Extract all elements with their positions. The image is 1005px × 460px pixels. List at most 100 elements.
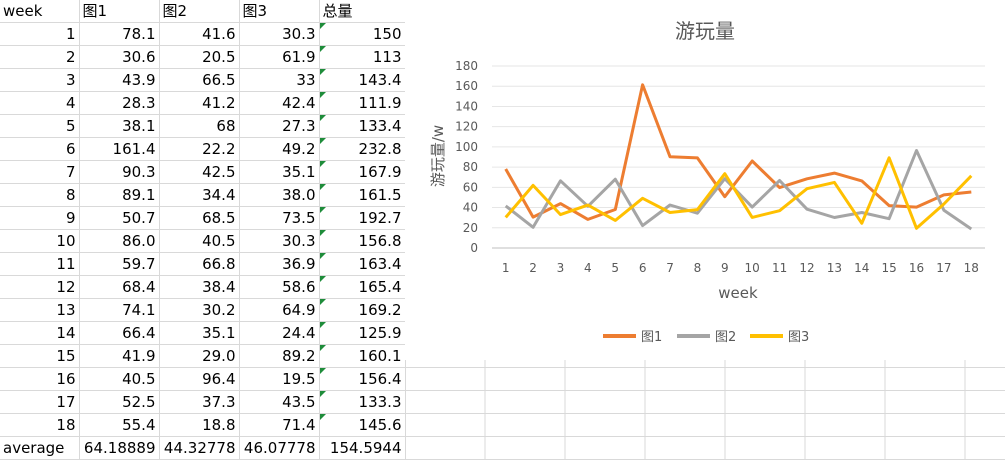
series2-cell[interactable]: 68 [159, 114, 240, 138]
series2-cell[interactable]: 30.2 [159, 298, 240, 322]
series1-header[interactable]: 图1 [79, 0, 160, 23]
series3-cell[interactable]: 49.2 [239, 137, 320, 161]
series3-cell[interactable]: 36.9 [239, 252, 320, 276]
week-cell[interactable]: 10 [0, 229, 80, 253]
total-cell[interactable]: 232.8 [319, 137, 406, 161]
series2-cell[interactable]: 96.4 [159, 367, 240, 391]
series2-cell[interactable]: 29.0 [159, 344, 240, 368]
series1-cell[interactable]: 89.1 [79, 183, 160, 207]
series1-cell[interactable]: 66.4 [79, 321, 160, 345]
series3-cell[interactable]: 33 [239, 68, 320, 92]
week-cell[interactable]: 14 [0, 321, 80, 345]
week-cell[interactable]: 4 [0, 91, 80, 115]
week-cell[interactable]: 9 [0, 206, 80, 230]
total-header[interactable]: 总量 [319, 0, 406, 23]
series1-average[interactable]: 64.18889 [79, 436, 160, 460]
average-label[interactable]: average [0, 436, 80, 460]
week-cell[interactable]: 11 [0, 252, 80, 276]
total-cell[interactable]: 113 [319, 45, 406, 69]
series1-cell[interactable]: 74.1 [79, 298, 160, 322]
series1-cell[interactable]: 43.9 [79, 68, 160, 92]
week-cell[interactable]: 5 [0, 114, 80, 138]
series3-cell[interactable]: 64.9 [239, 298, 320, 322]
series3-cell[interactable]: 19.5 [239, 367, 320, 391]
week-cell[interactable]: 18 [0, 413, 80, 437]
week-cell[interactable]: 16 [0, 367, 80, 391]
week-cell[interactable]: 13 [0, 298, 80, 322]
series3-header[interactable]: 图3 [239, 0, 320, 23]
series3-cell[interactable]: 24.4 [239, 321, 320, 345]
week-header[interactable]: week [0, 0, 80, 23]
total-cell[interactable]: 169.2 [319, 298, 406, 322]
series1-cell[interactable]: 52.5 [79, 390, 160, 414]
series2-average[interactable]: 44.32778 [159, 436, 240, 460]
series2-cell[interactable]: 37.3 [159, 390, 240, 414]
series1-cell[interactable]: 41.9 [79, 344, 160, 368]
series2-cell[interactable]: 22.2 [159, 137, 240, 161]
week-cell[interactable]: 7 [0, 160, 80, 184]
series3-cell[interactable]: 38.0 [239, 183, 320, 207]
series1-cell[interactable]: 28.3 [79, 91, 160, 115]
series1-cell[interactable]: 86.0 [79, 229, 160, 253]
series1-cell[interactable]: 40.5 [79, 367, 160, 391]
week-cell[interactable]: 12 [0, 275, 80, 299]
series2-cell[interactable]: 66.8 [159, 252, 240, 276]
series3-cell[interactable]: 30.3 [239, 22, 320, 46]
week-cell[interactable]: 15 [0, 344, 80, 368]
total-average[interactable]: 154.5944 [319, 436, 406, 460]
week-cell[interactable]: 8 [0, 183, 80, 207]
series1-cell[interactable]: 38.1 [79, 114, 160, 138]
series1-cell[interactable]: 90.3 [79, 160, 160, 184]
series3-cell[interactable]: 43.5 [239, 390, 320, 414]
total-cell[interactable]: 192.7 [319, 206, 406, 230]
total-cell[interactable]: 160.1 [319, 344, 406, 368]
total-cell[interactable]: 163.4 [319, 252, 406, 276]
week-cell[interactable]: 17 [0, 390, 80, 414]
total-cell[interactable]: 156.4 [319, 367, 406, 391]
total-cell[interactable]: 165.4 [319, 275, 406, 299]
series2-cell[interactable]: 66.5 [159, 68, 240, 92]
series2-cell[interactable]: 40.5 [159, 229, 240, 253]
series2-cell[interactable]: 41.6 [159, 22, 240, 46]
total-cell[interactable]: 145.6 [319, 413, 406, 437]
series1-cell[interactable]: 59.7 [79, 252, 160, 276]
series2-cell[interactable]: 35.1 [159, 321, 240, 345]
total-cell[interactable]: 133.4 [319, 114, 406, 138]
series2-cell[interactable]: 68.5 [159, 206, 240, 230]
series1-cell[interactable]: 68.4 [79, 275, 160, 299]
series3-cell[interactable]: 71.4 [239, 413, 320, 437]
week-cell[interactable]: 3 [0, 68, 80, 92]
series1-cell[interactable]: 50.7 [79, 206, 160, 230]
total-cell[interactable]: 133.3 [319, 390, 406, 414]
series2-cell[interactable]: 20.5 [159, 45, 240, 69]
series2-header[interactable]: 图2 [159, 0, 240, 23]
series2-cell[interactable]: 18.8 [159, 413, 240, 437]
series2-cell[interactable]: 41.2 [159, 91, 240, 115]
week-cell[interactable]: 6 [0, 137, 80, 161]
series3-cell[interactable]: 61.9 [239, 45, 320, 69]
total-cell[interactable]: 150 [319, 22, 406, 46]
series2-cell[interactable]: 34.4 [159, 183, 240, 207]
series3-cell[interactable]: 58.6 [239, 275, 320, 299]
series3-average[interactable]: 46.07778 [239, 436, 320, 460]
total-cell[interactable]: 156.8 [319, 229, 406, 253]
total-cell[interactable]: 143.4 [319, 68, 406, 92]
total-cell[interactable]: 111.9 [319, 91, 406, 115]
series3-cell[interactable]: 73.5 [239, 206, 320, 230]
series2-cell[interactable]: 38.4 [159, 275, 240, 299]
total-cell[interactable]: 167.9 [319, 160, 406, 184]
series3-cell[interactable]: 30.3 [239, 229, 320, 253]
week-cell[interactable]: 1 [0, 22, 80, 46]
week-cell[interactable]: 2 [0, 45, 80, 69]
series1-cell[interactable]: 30.6 [79, 45, 160, 69]
series3-cell[interactable]: 89.2 [239, 344, 320, 368]
series3-cell[interactable]: 42.4 [239, 91, 320, 115]
series3-cell[interactable]: 35.1 [239, 160, 320, 184]
series1-cell[interactable]: 161.4 [79, 137, 160, 161]
series-line-3[interactable] [504, 156, 973, 230]
line-chart[interactable]: 游玩量 游玩量/w week 0 20 40 60 80 100 120 140 160 180 1… [405, 0, 1005, 360]
series2-cell[interactable]: 42.5 [159, 160, 240, 184]
series1-cell[interactable]: 55.4 [79, 413, 160, 437]
series3-cell[interactable]: 27.3 [239, 114, 320, 138]
total-cell[interactable]: 125.9 [319, 321, 406, 345]
